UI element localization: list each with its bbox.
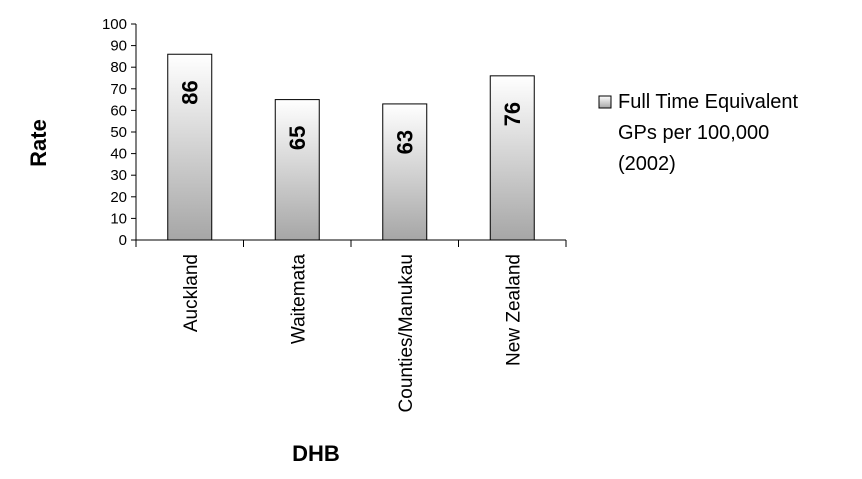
y-tick-label: 70 [110,81,127,98]
y-tick-label: 40 [110,146,127,163]
x-category-label: Counties/Manukau [396,254,417,412]
bar-data-label: 65 [285,126,310,150]
x-category-label: New Zealand [503,254,524,366]
legend-label-line-1: Full Time Equivalent [618,91,799,113]
legend: Full Time Equivalent GPs per 100,000 (20… [598,91,799,175]
bar [489,75,535,241]
bar-data-label: 76 [500,102,525,126]
legend-label-line-2: GPs per 100,000 [618,122,769,144]
bar [274,99,320,241]
bar-data-label: 86 [178,80,203,104]
y-tick-label: 80 [110,59,127,76]
x-axis-title: DHB [292,441,340,466]
y-tick-label: 60 [110,102,127,119]
bars: 86 65 63 76 [167,53,535,241]
x-axis-category-labels: Auckland Waitemata Counties/Manukau New Zea… [181,254,525,413]
legend-label-line-3: (2002) [618,153,676,175]
y-axis-title: Rate [26,119,51,167]
y-tick-label: 90 [110,38,127,55]
bar [382,103,428,241]
y-tick-label: 10 [110,210,127,227]
y-tick-label: 20 [110,189,127,206]
y-tick-label: 50 [110,124,127,141]
bar-data-label: 63 [393,130,418,154]
y-tick-label: 100 [102,16,127,33]
axes [131,24,567,247]
y-axis-ticks: 0 10 20 30 40 50 60 70 80 90 100 [102,16,136,249]
legend-swatch [598,95,612,109]
x-category-label: Waitemata [288,254,309,345]
x-category-label: Auckland [181,254,202,332]
bar [167,53,213,241]
y-tick-label: 0 [119,232,127,249]
y-tick-label: 30 [110,167,127,184]
